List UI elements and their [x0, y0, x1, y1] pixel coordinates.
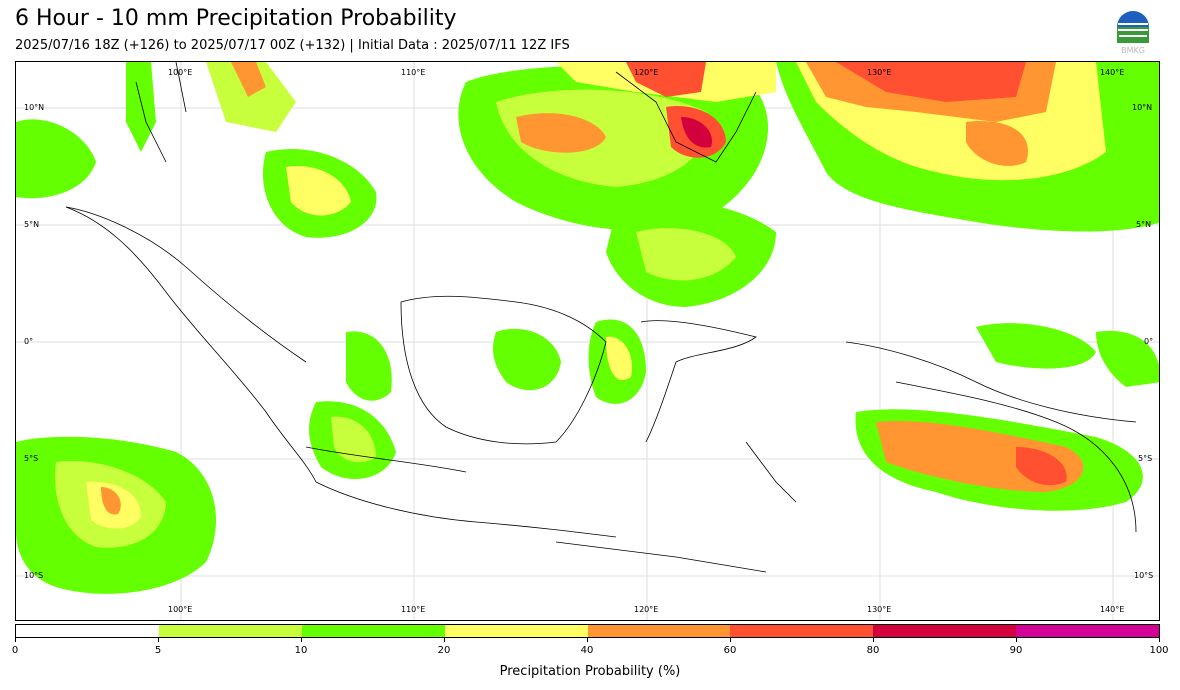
colorbar-segment	[158, 625, 302, 637]
chart-title: 6 Hour - 10 mm Precipitation Probability	[15, 6, 457, 31]
lon-label-top: 130°E	[867, 68, 892, 77]
lon-label-bottom: 100°E	[168, 605, 193, 614]
colorbar	[15, 624, 1160, 638]
colorbar-tick-label: 10	[294, 645, 308, 656]
colorbar-segment	[301, 625, 445, 637]
lat-label-left: 0°	[24, 337, 34, 346]
colorbar-segment	[1016, 625, 1159, 637]
lat-label-right: 0°	[1144, 337, 1154, 346]
colorbar-tickmark	[444, 638, 445, 642]
lon-label-bottom: 120°E	[634, 605, 659, 614]
lat-label-right: 10°N	[1132, 103, 1153, 112]
lat-label-right: 10°S	[1134, 571, 1154, 580]
colorbar-tick-label: 0	[11, 645, 19, 656]
colorbar-tick-label: 5	[154, 645, 162, 656]
coastlines	[65, 62, 1137, 573]
colorbar-tickmark	[15, 638, 16, 642]
bmkg-logo: BMKG	[1114, 10, 1152, 56]
colorbar-tick-label: 60	[723, 645, 737, 656]
lon-label-bottom: 110°E	[401, 605, 426, 614]
colorbar-segment	[873, 625, 1017, 637]
colorbar-segment	[730, 625, 874, 637]
colorbar-tick-label: 40	[580, 645, 594, 656]
precipitation-map: 100°E 110°E 120°E 130°E 140°E 100°E 110°…	[15, 61, 1160, 621]
colorbar-tickmark	[873, 638, 874, 642]
lon-label-top: 100°E	[168, 68, 193, 77]
lon-label-bottom: 140°E	[1100, 605, 1125, 614]
colorbar-tick-label: 100	[1149, 645, 1169, 656]
colorbar-tick-label: 20	[437, 645, 451, 656]
colorbar-tickmark	[1159, 638, 1160, 642]
colorbar-tick-label: 80	[866, 645, 880, 656]
precip-field	[16, 62, 1159, 594]
lon-label-top: 120°E	[634, 68, 659, 77]
lon-label-top: 140°E	[1100, 68, 1125, 77]
colorbar-tick-label: 90	[1009, 645, 1023, 656]
colorbar-segment	[587, 625, 731, 637]
colorbar-tickmark	[1016, 638, 1017, 642]
lat-label-right: 5°N	[1136, 220, 1152, 229]
chart-subtitle: 2025/07/16 18Z (+126) to 2025/07/17 00Z …	[15, 38, 570, 53]
colorbar-segment	[444, 625, 588, 637]
svg-text:BMKG: BMKG	[1121, 46, 1145, 55]
lat-label-left: 5°N	[24, 220, 40, 229]
colorbar-tickmark	[301, 638, 302, 642]
colorbar-label: Precipitation Probability (%)	[499, 664, 681, 679]
lat-label-left: 5°S	[24, 454, 39, 463]
lon-label-top: 110°E	[401, 68, 426, 77]
lon-label-bottom: 130°E	[867, 605, 892, 614]
colorbar-tickmark	[730, 638, 731, 642]
colorbar-tickmark	[158, 638, 159, 642]
colorbar-segment	[16, 625, 159, 637]
lat-label-left: 10°N	[24, 103, 45, 112]
lat-label-left: 10°S	[24, 571, 44, 580]
lat-label-right: 5°S	[1138, 454, 1153, 463]
map-canvas	[16, 62, 1159, 620]
colorbar-tickmark	[587, 638, 588, 642]
